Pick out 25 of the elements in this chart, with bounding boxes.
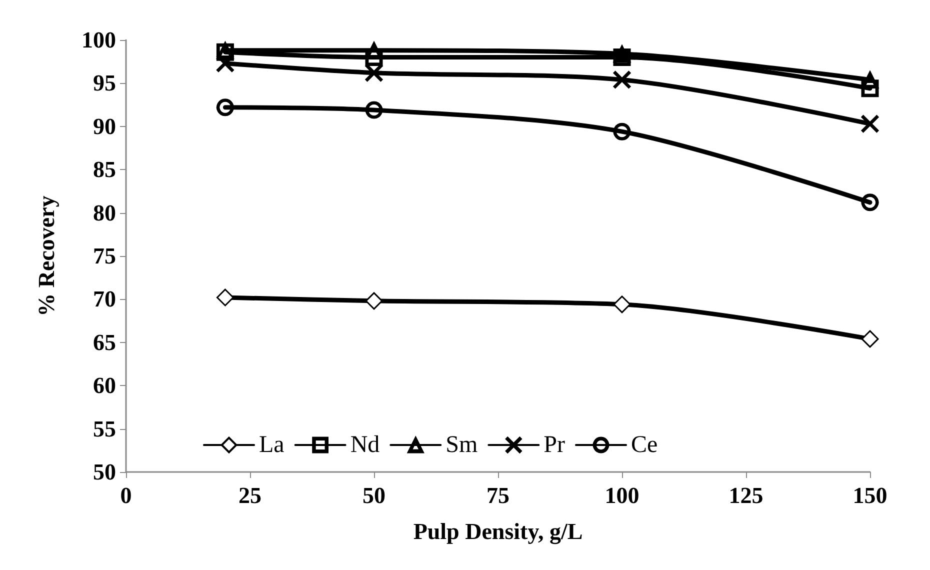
- y-tick-label: 100: [82, 28, 116, 52]
- y-tick-label: 50: [93, 460, 116, 484]
- legend-label: Ce: [631, 432, 658, 458]
- x-tick-label: 75: [486, 483, 510, 508]
- y-tick-label: 85: [93, 157, 116, 182]
- legend-label: Nd: [350, 432, 380, 458]
- legend-label: Sm: [446, 432, 478, 458]
- x-tick-label: 25: [238, 483, 262, 508]
- legend-label: Pr: [544, 432, 566, 458]
- x-axis-title: Pulp Density, g/L: [413, 519, 583, 545]
- x-tick-label: 50: [362, 483, 386, 508]
- y-tick-label: 75: [93, 244, 116, 268]
- x-tick-label: 125: [728, 483, 764, 508]
- y-tick-label: 80: [93, 200, 116, 226]
- x-tick-label: 150: [852, 483, 888, 508]
- y-tick-label: 60: [93, 373, 116, 398]
- y-tick-label: 90: [93, 114, 116, 139]
- x-tick-label: 100: [604, 483, 640, 508]
- legend-label: La: [259, 432, 285, 458]
- y-tick-label: 95: [93, 70, 116, 96]
- x-tick-label: 0: [120, 483, 132, 508]
- y-tick-label: 65: [93, 330, 116, 355]
- y-tick-label: 55: [93, 416, 116, 442]
- y-tick-label: 70: [93, 286, 116, 312]
- y-axis-title: % Recovery: [34, 195, 59, 316]
